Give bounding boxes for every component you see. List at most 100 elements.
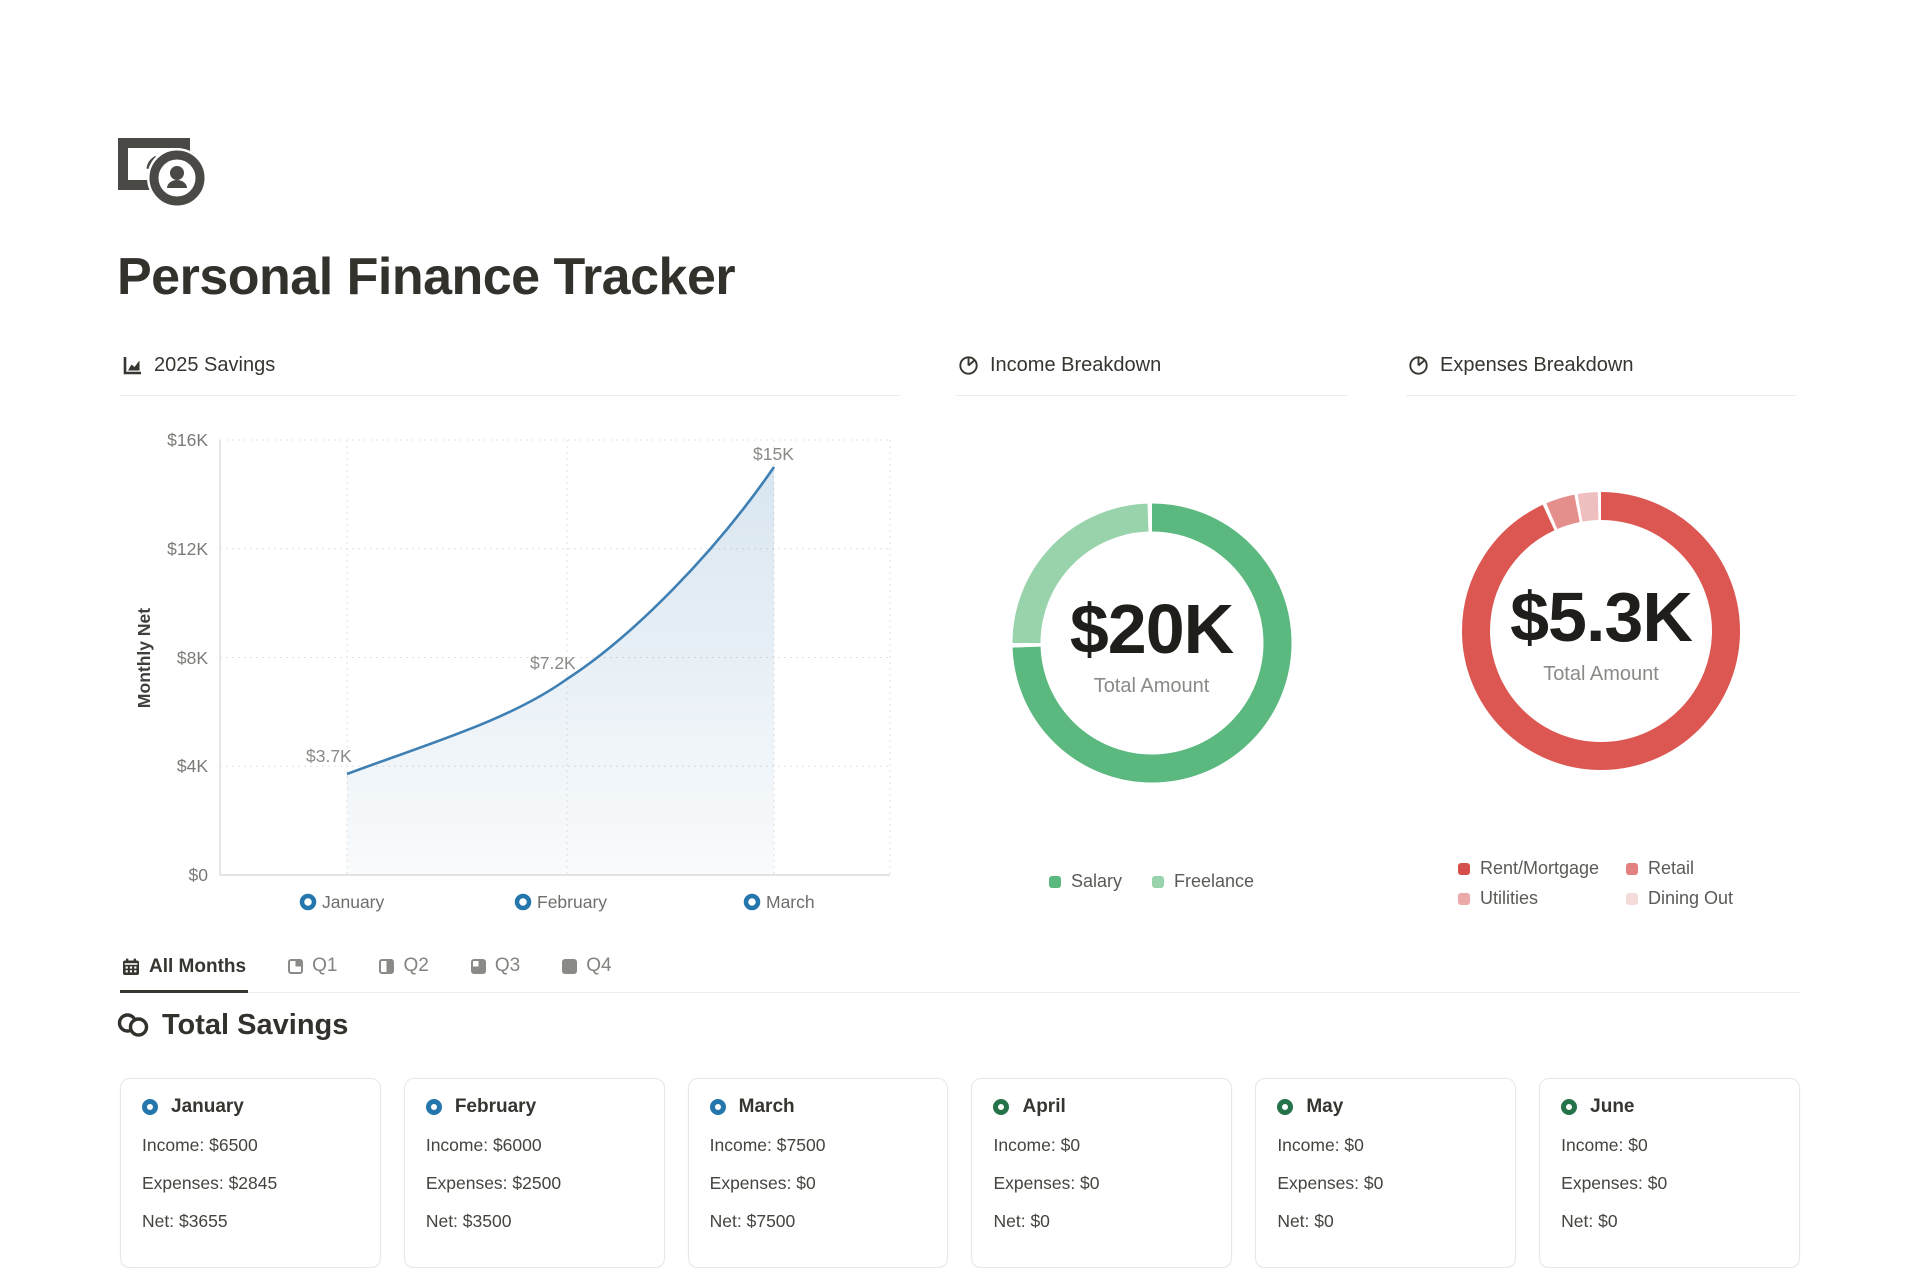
period-tabs: All Months Q1 Q2 Q3 Q4: [120, 951, 1800, 993]
card-net: Net: $3655: [142, 1211, 228, 1231]
expenses-chart-title: Expenses Breakdown: [1440, 354, 1634, 376]
legend-item-rent: Rent/Mortgage: [1458, 858, 1608, 879]
salary-swatch-icon: [1048, 875, 1061, 888]
utilities-legend-label: Utilities: [1480, 888, 1539, 908]
quarter-2-icon: [379, 958, 395, 974]
card-expenses: Expenses: $0: [993, 1173, 1100, 1193]
svg-text:$0: $0: [189, 865, 209, 885]
march-marker-icon: [743, 893, 761, 911]
point-value-labels: $3.7K $7.2K $15K: [306, 444, 794, 766]
card-net: Net: $0: [1277, 1211, 1334, 1231]
expenses-total: $5.3K: [1510, 577, 1693, 656]
tab-q1-label: Q1: [312, 955, 338, 976]
charts-row: 2025 Savings: [120, 352, 1800, 948]
month-card-june[interactable]: June Income: $0 Expenses: $0 Net: $0: [1539, 1078, 1800, 1268]
savings-line-chart: $16K $12K $8K $4K $0 Monthly Net $3.7K $…: [134, 430, 891, 912]
month-dot-icon: [993, 1099, 1010, 1115]
tab-all-months[interactable]: All Months: [120, 952, 249, 993]
tab-q1[interactable]: Q1: [286, 951, 339, 992]
month-dot-icon: [1277, 1099, 1294, 1115]
total-savings-title: Total Savings: [162, 1009, 349, 1041]
svg-text:$7.2K: $7.2K: [530, 653, 576, 673]
dining-legend-label: Dining Out: [1648, 888, 1734, 908]
rent-slice: [1462, 492, 1740, 770]
card-net: Net: $0: [1561, 1211, 1618, 1231]
card-expenses: Expenses: $2500: [425, 1173, 562, 1193]
salary-legend-label: Salary: [1070, 871, 1122, 891]
legend-item-utilities: Utilities: [1458, 888, 1608, 909]
dining-swatch-icon: [1626, 892, 1638, 905]
tab-q3-label: Q3: [494, 955, 521, 976]
legend-item-freelance: Freelance: [1151, 871, 1255, 892]
income-donut-center: $20K Total Amount: [1012, 503, 1292, 783]
freelance-slice: [1012, 503, 1291, 783]
month-card-january[interactable]: January Income: $6500 Expenses: $2845 Ne…: [120, 1078, 381, 1268]
card-month-label: June: [1590, 1096, 1635, 1117]
quarter-1-icon: [288, 958, 304, 974]
coins-icon: [117, 1013, 149, 1037]
card-month-label: February: [454, 1096, 537, 1117]
month-dot-icon: [1561, 1099, 1578, 1115]
card-expenses: Expenses: $2845: [142, 1173, 278, 1193]
svg-text:February: February: [537, 892, 607, 912]
freelance-legend-label: Freelance: [1173, 871, 1255, 891]
y-axis-ticks: $16K $12K $8K $4K $0: [167, 430, 208, 885]
utilities-swatch-icon: [1458, 892, 1470, 905]
savings-line: [346, 466, 776, 776]
month-dot-icon: [709, 1099, 726, 1115]
card-income: Income: $0: [1277, 1135, 1364, 1155]
svg-text:$12K: $12K: [167, 539, 208, 559]
svg-text:$15K: $15K: [753, 444, 794, 464]
month-card-february[interactable]: February Income: $6000 Expenses: $2500 N…: [403, 1078, 665, 1268]
svg-text:$16K: $16K: [167, 430, 208, 450]
salary-slice: [1012, 503, 1291, 783]
expenses-chart-header: Expenses Breakdown: [1406, 352, 1796, 396]
legend-item-salary: Salary: [1048, 871, 1122, 892]
card-month-label: January: [171, 1096, 244, 1117]
savings-area-fill: [347, 467, 774, 875]
svg-text:$4K: $4K: [177, 756, 208, 776]
area-chart-icon: [123, 357, 141, 375]
card-income: Income: $7500: [709, 1135, 826, 1155]
card-expenses: Expenses: $0: [1561, 1173, 1668, 1193]
income-chart-title: Income Breakdown: [990, 354, 1162, 376]
month-cards-row: January Income: $6500 Expenses: $2845 Ne…: [120, 1078, 1800, 1268]
income-donut: $20K Total Amount: [1012, 503, 1292, 783]
svg-text:January: January: [322, 892, 385, 912]
total-savings-heading: Total Savings: [117, 1009, 348, 1042]
legend-item-retail: Retail: [1626, 858, 1796, 879]
card-income: Income: $0: [993, 1135, 1081, 1155]
card-income: Income: $6500: [142, 1135, 258, 1155]
tab-q2[interactable]: Q2: [377, 951, 430, 992]
legend-item-dining: Dining Out: [1626, 888, 1796, 909]
income-legend: Salary Freelance: [956, 871, 1347, 892]
retail-slice: [1462, 492, 1740, 770]
quarter-4-icon: [562, 958, 578, 974]
income-chart-header: Income Breakdown: [956, 352, 1347, 396]
svg-text:March: March: [766, 892, 815, 912]
expenses-chart-section: Expenses Breakdown $5.3K Total Amount Re…: [1406, 352, 1796, 909]
tab-q3[interactable]: Q3: [469, 951, 522, 992]
card-income: Income: $0: [1561, 1135, 1648, 1155]
retail-swatch-icon: [1626, 862, 1638, 875]
retail-legend-label: Retail: [1648, 858, 1695, 878]
month-dot-icon: [142, 1099, 158, 1115]
svg-text:$8K: $8K: [177, 648, 208, 668]
rent-legend-label: Rent/Mortgage: [1480, 858, 1600, 878]
card-expenses: Expenses: $0: [709, 1173, 816, 1193]
expenses-donut: $5.3K Total Amount: [1462, 492, 1740, 770]
month-card-may[interactable]: May Income: $0 Expenses: $0 Net: $0: [1255, 1078, 1517, 1268]
page-title: Personal Finance Tracker: [117, 248, 736, 306]
expenses-total-label: Total Amount: [1543, 662, 1659, 685]
pie-chart-icon: [1409, 356, 1428, 375]
february-marker-icon: [514, 893, 532, 911]
month-dot-icon: [425, 1099, 442, 1115]
pie-chart-icon: [959, 356, 978, 375]
month-card-april[interactable]: April Income: $0 Expenses: $0 Net: $0: [971, 1078, 1233, 1268]
expenses-legend: Rent/Mortgage Retail Utilities Dining Ou…: [1458, 858, 1796, 909]
card-month-label: March: [738, 1096, 795, 1117]
month-card-march[interactable]: March Income: $7500 Expenses: $0 Net: $7…: [687, 1078, 949, 1268]
card-month-label: May: [1306, 1096, 1344, 1117]
tab-all-months-label: All Months: [149, 956, 247, 977]
tab-q4[interactable]: Q4: [560, 951, 613, 992]
